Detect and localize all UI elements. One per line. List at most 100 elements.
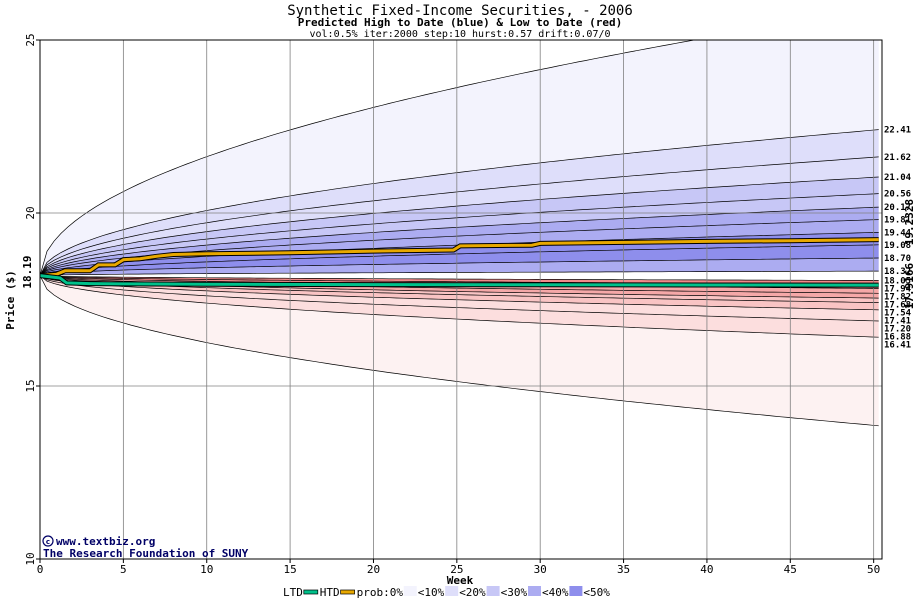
band-value-label: 18.32 xyxy=(884,267,911,277)
band-value-label: 19.08 xyxy=(884,241,911,251)
band-boundary xyxy=(40,257,879,276)
x-axis-label: Week xyxy=(447,574,474,587)
chart-subtitle: Predicted High to Date (blue) & Low to D… xyxy=(298,16,623,29)
credit-org: The Research Foundation of SUNY xyxy=(43,547,249,560)
band-boundary xyxy=(40,129,879,276)
legend-bin-swatch xyxy=(445,586,459,596)
x-tick-label: 35 xyxy=(617,563,630,576)
y-axis-ticks: 10 15 20 25 xyxy=(24,33,40,566)
htd-band xyxy=(40,219,879,276)
band-value-label: 17.94 xyxy=(884,284,912,294)
legend-htd-label: HTD xyxy=(320,586,340,599)
x-axis-ticks: 0 5 10 15 20 25 30 35 40 45 50 xyxy=(37,559,880,576)
htd-band xyxy=(40,40,879,276)
band-value-label: 21.04 xyxy=(884,173,912,183)
band-value-label: 19.44 xyxy=(884,228,912,238)
band-boundary xyxy=(40,275,879,427)
ltd-band xyxy=(40,275,879,285)
final-ltd-label: 17.9166 xyxy=(903,262,916,309)
start-value-label: 18.19 xyxy=(21,255,34,288)
band-value-label: 18.05 xyxy=(884,276,911,286)
band-value-label: 16.41 xyxy=(884,340,911,350)
band-value-label: 16.88 xyxy=(884,332,911,342)
legend-bin-swatch xyxy=(569,586,583,596)
y-tick-label: 15 xyxy=(24,379,37,392)
chart-params: vol:0.5% iter:2000 step:10 hurst:0.57 dr… xyxy=(309,29,610,40)
band-value-labels: 22.41 21.62 21.04 20.56 20.17 19.81 19.44 19.08… xyxy=(884,126,912,351)
legend-bin-swatch xyxy=(403,586,417,596)
ltd-band xyxy=(40,275,879,321)
grid xyxy=(40,40,882,559)
x-tick-label: 20 xyxy=(367,563,380,576)
band-value-label: 20.56 xyxy=(884,190,911,200)
y-tick-label: 25 xyxy=(24,33,37,46)
legend-bin-swatch xyxy=(528,586,541,596)
chart-title: Synthetic Fixed-Income Securities, - 200… xyxy=(287,3,633,19)
band-boundary xyxy=(40,193,879,276)
y-tick-label: 20 xyxy=(24,206,37,219)
band-value-label: 19.81 xyxy=(884,216,911,226)
credits: c www.textbiz.org The Research Foundatio… xyxy=(42,535,249,560)
band-boundary xyxy=(40,275,879,311)
ltd-median-line xyxy=(39,274,879,287)
ltd-band xyxy=(40,275,879,338)
y-axis-label: Price ($) xyxy=(4,270,17,330)
legend-prob-label: prob:0% xyxy=(357,586,404,599)
band-value-label: 18.70 xyxy=(884,254,911,264)
ltd-band xyxy=(40,275,879,426)
x-tick-label: 25 xyxy=(450,563,463,576)
band-value-label: 17.20 xyxy=(884,324,911,334)
ltd-band xyxy=(40,275,879,310)
htd-band xyxy=(40,258,879,276)
credit-site: www.textbiz.org xyxy=(56,535,155,548)
band-boundary xyxy=(40,275,879,338)
x-tick-label: 50 xyxy=(867,563,880,576)
htd-band xyxy=(40,177,879,276)
legend-bin-label: <20% xyxy=(459,586,486,599)
htd-band xyxy=(40,129,879,276)
legend-bin-swatch xyxy=(486,586,500,596)
legend-bin-label: <10% xyxy=(418,586,445,599)
ltd-band xyxy=(40,275,879,294)
probability-bands xyxy=(40,40,879,427)
band-boundary xyxy=(40,270,879,276)
band-value-label: 17.54 xyxy=(884,308,912,318)
legend-bin-label: <30% xyxy=(501,586,528,599)
median-lines xyxy=(39,237,879,288)
x-tick-label: 40 xyxy=(700,563,713,576)
htd-band xyxy=(40,193,879,276)
copyright-icon xyxy=(42,535,54,547)
band-value-label: 17.68 xyxy=(884,300,911,310)
band-boundary xyxy=(40,275,879,281)
legend-ltd-swatch xyxy=(303,589,319,595)
x-tick-label: 5 xyxy=(120,563,127,576)
htd-band xyxy=(40,244,879,276)
band-boundary xyxy=(40,275,879,322)
band-value-label: 17.41 xyxy=(884,316,911,326)
band-value-label: 20.17 xyxy=(884,203,911,213)
plot-frame xyxy=(39,39,883,560)
htd-band xyxy=(40,156,879,276)
band-boundary xyxy=(40,40,697,276)
final-htd-label: 19.2328 xyxy=(903,199,916,245)
legend: LTD HTD prob:0% <10% <20% <30% <40% <50% xyxy=(283,586,610,599)
band-value-label: 17.82 xyxy=(884,292,911,302)
legend-bin-label: <40% xyxy=(542,586,569,599)
band-boundary xyxy=(40,176,879,276)
band-value-label: 21.62 xyxy=(884,153,911,163)
x-tick-label: 30 xyxy=(534,563,547,576)
x-tick-label: 15 xyxy=(283,563,296,576)
legend-bin-label: <50% xyxy=(583,586,610,599)
htd-band xyxy=(40,207,879,276)
legend-htd-swatch xyxy=(340,589,355,595)
ltd-band xyxy=(40,275,879,303)
band-boundary xyxy=(40,244,879,276)
legend-ltd-label: LTD xyxy=(283,586,303,599)
band-value-label: 22.41 xyxy=(884,126,911,136)
x-tick-label: 45 xyxy=(784,563,797,576)
htd-median-line xyxy=(39,238,879,278)
band-boundary xyxy=(40,156,879,276)
y-tick-label: 10 xyxy=(24,552,37,565)
